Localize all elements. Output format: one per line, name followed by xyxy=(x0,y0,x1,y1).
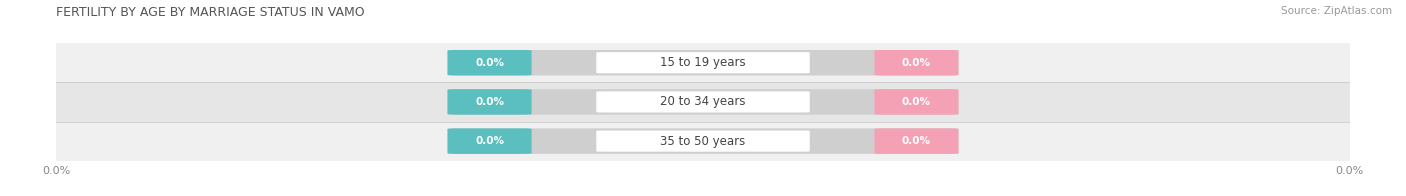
Text: 0.0%: 0.0% xyxy=(901,58,931,68)
FancyBboxPatch shape xyxy=(875,89,959,115)
FancyBboxPatch shape xyxy=(447,89,531,115)
Bar xyxy=(56,43,1350,82)
FancyBboxPatch shape xyxy=(447,128,531,154)
Text: Source: ZipAtlas.com: Source: ZipAtlas.com xyxy=(1281,6,1392,16)
FancyBboxPatch shape xyxy=(875,128,959,154)
FancyBboxPatch shape xyxy=(875,50,959,75)
Bar xyxy=(56,82,1350,122)
Text: 15 to 19 years: 15 to 19 years xyxy=(661,56,745,69)
Text: 0.0%: 0.0% xyxy=(475,136,505,146)
FancyBboxPatch shape xyxy=(447,89,959,115)
Bar xyxy=(56,122,1350,161)
FancyBboxPatch shape xyxy=(447,128,959,154)
Text: 20 to 34 years: 20 to 34 years xyxy=(661,95,745,108)
FancyBboxPatch shape xyxy=(447,50,531,75)
FancyBboxPatch shape xyxy=(596,91,810,113)
FancyBboxPatch shape xyxy=(596,131,810,152)
Text: 0.0%: 0.0% xyxy=(901,136,931,146)
Text: FERTILITY BY AGE BY MARRIAGE STATUS IN VAMO: FERTILITY BY AGE BY MARRIAGE STATUS IN V… xyxy=(56,6,366,19)
Text: 0.0%: 0.0% xyxy=(901,97,931,107)
FancyBboxPatch shape xyxy=(596,52,810,73)
Text: 0.0%: 0.0% xyxy=(475,97,505,107)
Text: 35 to 50 years: 35 to 50 years xyxy=(661,135,745,148)
FancyBboxPatch shape xyxy=(447,50,959,75)
Text: 0.0%: 0.0% xyxy=(475,58,505,68)
